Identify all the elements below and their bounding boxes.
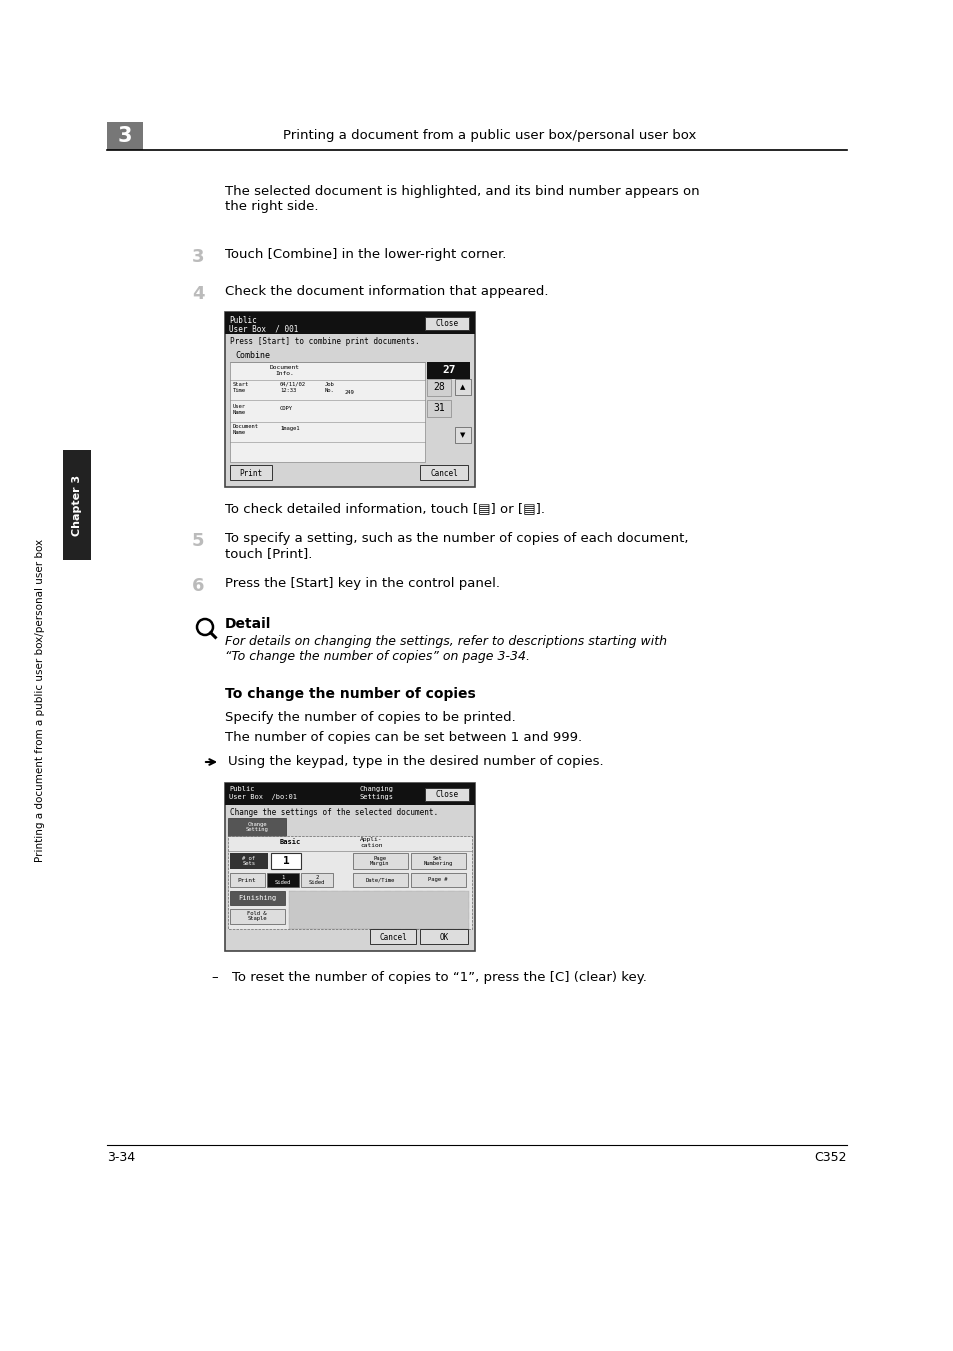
Text: Page #: Page # (428, 878, 447, 882)
Bar (370, 929, 416, 944)
Bar (230, 892, 285, 905)
Text: Settings: Settings (359, 794, 394, 800)
Bar (424, 317, 469, 330)
Bar (225, 784, 475, 951)
Text: Close: Close (435, 319, 458, 328)
Text: OK: OK (439, 932, 448, 942)
Bar (225, 312, 475, 486)
Text: 249: 249 (345, 390, 355, 394)
Bar (230, 873, 265, 888)
Text: 27: 27 (442, 365, 456, 376)
Text: COPY: COPY (280, 407, 293, 411)
Text: Cancel: Cancel (378, 932, 406, 942)
Text: 3: 3 (192, 249, 204, 266)
Text: Combine: Combine (234, 351, 270, 359)
Text: To specify a setting, such as the number of copies of each document,
touch [Prin: To specify a setting, such as the number… (225, 532, 688, 561)
Text: 5: 5 (192, 532, 204, 550)
Text: 4: 4 (192, 285, 204, 303)
Text: Appli-
cation: Appli- cation (359, 838, 382, 848)
Bar (107, 122, 143, 150)
Bar (230, 465, 272, 480)
Text: Touch [Combine] in the lower-right corner.: Touch [Combine] in the lower-right corne… (225, 249, 506, 261)
Bar (427, 400, 451, 417)
Text: Printing a document from a public user box/personal user box: Printing a document from a public user b… (35, 539, 45, 862)
Text: User Box  / 001: User Box / 001 (229, 324, 298, 332)
Text: C352: C352 (814, 1151, 846, 1165)
Text: User
Name: User Name (233, 404, 246, 415)
Text: Using the keypad, type in the desired number of copies.: Using the keypad, type in the desired nu… (228, 755, 603, 767)
Text: For details on changing the settings, refer to descriptions starting with
“To ch: For details on changing the settings, re… (225, 635, 666, 663)
Text: Change the settings of the selected document.: Change the settings of the selected docu… (230, 808, 437, 817)
Text: Press [Start] to combine print documents.: Press [Start] to combine print documents… (230, 336, 419, 346)
Bar (424, 788, 469, 801)
Text: Printing a document from a public user box/personal user box: Printing a document from a public user b… (283, 130, 696, 142)
Bar (411, 873, 465, 888)
Text: Changing: Changing (359, 786, 394, 792)
Text: 3-34: 3-34 (107, 1151, 135, 1165)
Text: Check the document information that appeared.: Check the document information that appe… (225, 285, 548, 299)
Text: 04/11/02
12:33: 04/11/02 12:33 (280, 382, 306, 393)
Text: ▼: ▼ (460, 432, 465, 438)
Text: Basic: Basic (280, 839, 301, 844)
Text: 1
Sided: 1 Sided (274, 874, 291, 885)
Text: Job
No.: Job No. (325, 382, 335, 393)
Text: Start
Time: Start Time (233, 382, 249, 393)
Bar (230, 909, 285, 924)
Text: The number of copies can be set between 1 and 999.: The number of copies can be set between … (225, 731, 581, 744)
Bar (271, 852, 301, 869)
Bar (353, 852, 408, 869)
Text: 28: 28 (433, 382, 444, 392)
Bar (427, 380, 451, 396)
Text: Close: Close (435, 790, 458, 798)
Bar (419, 929, 468, 944)
Text: # of
Sets: # of Sets (242, 855, 255, 866)
Text: Page
Margin: Page Margin (370, 855, 390, 866)
Text: Image1: Image1 (280, 426, 299, 431)
Bar (63, 450, 91, 561)
Text: User Box  /bo:01: User Box /bo:01 (229, 794, 296, 800)
Text: 1: 1 (282, 857, 289, 866)
Bar (228, 836, 472, 929)
Bar (289, 892, 469, 929)
Text: Print: Print (237, 878, 256, 882)
Text: Chapter 3: Chapter 3 (71, 474, 82, 535)
Bar (230, 852, 268, 869)
Text: 2
Sided: 2 Sided (309, 874, 325, 885)
Text: 31: 31 (433, 403, 444, 413)
Text: Print: Print (239, 469, 262, 477)
Bar (228, 817, 286, 836)
Bar (267, 873, 298, 888)
Text: Public: Public (229, 786, 254, 792)
Text: Public: Public (229, 316, 256, 326)
Bar (455, 427, 471, 443)
Text: Press the [Start] key in the control panel.: Press the [Start] key in the control pan… (225, 577, 499, 590)
Bar (230, 362, 424, 462)
Text: Date/Time: Date/Time (365, 878, 395, 882)
Bar (225, 312, 475, 334)
Text: The selected document is highlighted, and its bind number appears on
the right s: The selected document is highlighted, an… (225, 185, 699, 213)
Text: Specify the number of copies to be printed.: Specify the number of copies to be print… (225, 711, 516, 724)
Bar (411, 852, 465, 869)
Bar (455, 380, 471, 394)
Text: –: – (211, 971, 217, 984)
Text: To change the number of copies: To change the number of copies (225, 688, 476, 701)
Bar (225, 784, 475, 805)
Text: Cancel: Cancel (430, 469, 457, 477)
Text: To reset the number of copies to “1”, press the [C] (clear) key.: To reset the number of copies to “1”, pr… (232, 971, 646, 984)
Text: Document
Info.: Document Info. (270, 365, 299, 376)
Text: Document
Name: Document Name (233, 424, 258, 435)
Bar (301, 873, 333, 888)
Text: Change
Setting: Change Setting (245, 821, 268, 832)
Bar (419, 465, 468, 480)
Text: Fold &
Staple: Fold & Staple (247, 911, 267, 921)
Text: To check detailed information, touch [▤] or [▤].: To check detailed information, touch [▤]… (225, 503, 544, 515)
Text: ▲: ▲ (460, 384, 465, 390)
Text: Set
Numbering: Set Numbering (423, 855, 452, 866)
Bar (427, 362, 470, 380)
Text: 6: 6 (192, 577, 204, 594)
Text: 3: 3 (117, 126, 132, 146)
Bar (353, 873, 408, 888)
Text: Finishing: Finishing (237, 894, 275, 901)
Text: Detail: Detail (225, 617, 271, 631)
